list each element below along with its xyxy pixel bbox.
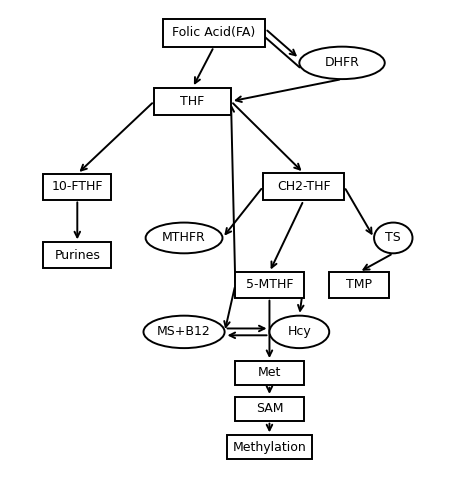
FancyBboxPatch shape <box>329 272 389 298</box>
Text: DHFR: DHFR <box>325 56 359 69</box>
Text: TS: TS <box>385 231 401 244</box>
FancyBboxPatch shape <box>43 242 111 268</box>
FancyBboxPatch shape <box>227 435 312 459</box>
Ellipse shape <box>144 316 225 348</box>
FancyBboxPatch shape <box>43 174 111 200</box>
FancyBboxPatch shape <box>163 19 265 47</box>
FancyBboxPatch shape <box>154 88 231 115</box>
Ellipse shape <box>374 223 412 253</box>
Text: Met: Met <box>258 366 281 379</box>
Ellipse shape <box>269 316 329 348</box>
Text: Methylation: Methylation <box>233 441 306 454</box>
FancyBboxPatch shape <box>263 173 344 200</box>
Text: 5-MTHF: 5-MTHF <box>246 279 293 291</box>
Text: Hcy: Hcy <box>287 325 311 338</box>
Text: SAM: SAM <box>255 402 283 415</box>
FancyBboxPatch shape <box>235 397 304 421</box>
Text: Purines: Purines <box>55 248 100 262</box>
Text: TMP: TMP <box>346 279 372 291</box>
Text: THF: THF <box>181 95 205 108</box>
Text: MS+B12: MS+B12 <box>157 325 211 338</box>
Text: CH2-THF: CH2-THF <box>277 180 330 193</box>
Ellipse shape <box>146 223 222 253</box>
FancyBboxPatch shape <box>235 361 304 385</box>
Ellipse shape <box>300 47 385 79</box>
Text: Folic Acid(FA): Folic Acid(FA) <box>173 26 255 39</box>
Text: 10-FTHF: 10-FTHF <box>52 180 103 193</box>
FancyBboxPatch shape <box>235 272 304 298</box>
Text: MTHFR: MTHFR <box>162 231 206 244</box>
